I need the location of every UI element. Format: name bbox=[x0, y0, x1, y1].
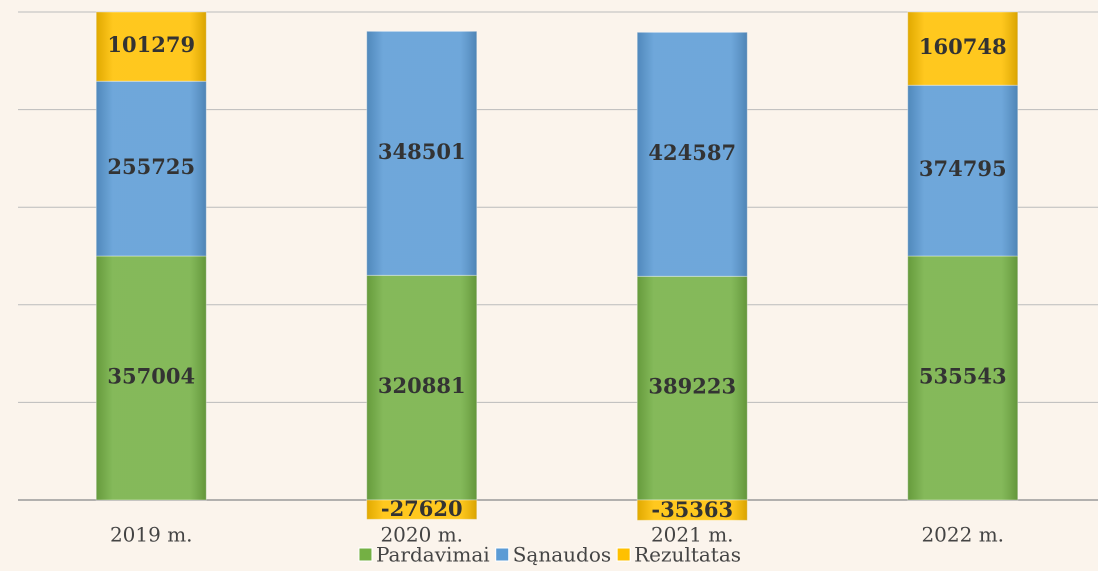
legend-label: Pardavimai bbox=[376, 543, 490, 567]
x-tick-label: 2022 m. bbox=[921, 523, 1004, 547]
x-tick-label: 2021 m. bbox=[651, 523, 734, 547]
legend-label: Rezultatas bbox=[634, 543, 741, 567]
data-label: 424587 bbox=[648, 140, 736, 165]
data-label: 389223 bbox=[648, 374, 736, 399]
bar-shine bbox=[907, 256, 1018, 500]
data-label: 255725 bbox=[107, 154, 195, 179]
legend-swatch bbox=[616, 547, 631, 562]
data-label: 160748 bbox=[919, 34, 1007, 59]
data-label: -35363 bbox=[651, 497, 733, 522]
data-label: 374795 bbox=[919, 156, 1007, 181]
legend-swatch bbox=[358, 547, 373, 562]
bar-shine bbox=[366, 31, 477, 276]
bar-shine bbox=[96, 12, 207, 82]
bar-shine bbox=[907, 12, 1018, 86]
data-label: 348501 bbox=[378, 139, 466, 164]
bar-shine bbox=[366, 275, 477, 500]
bar-shine bbox=[637, 32, 748, 277]
legend-swatch bbox=[495, 547, 510, 562]
data-label: 320881 bbox=[378, 373, 466, 398]
data-label: 357004 bbox=[107, 364, 195, 389]
data-label: 535543 bbox=[919, 364, 1007, 389]
x-tick-label: 2020 m. bbox=[380, 523, 463, 547]
bar-shine bbox=[907, 85, 1018, 256]
bar-shine bbox=[366, 500, 477, 520]
data-label: 101279 bbox=[107, 32, 195, 57]
bar-shine bbox=[96, 256, 207, 500]
bar-shine bbox=[637, 276, 748, 500]
data-label: -27620 bbox=[381, 496, 463, 521]
bar-shine bbox=[96, 81, 207, 256]
legend-label: Sąnaudos bbox=[513, 543, 611, 567]
bar-shine bbox=[637, 500, 748, 521]
x-tick-label: 2019 m. bbox=[110, 523, 193, 547]
